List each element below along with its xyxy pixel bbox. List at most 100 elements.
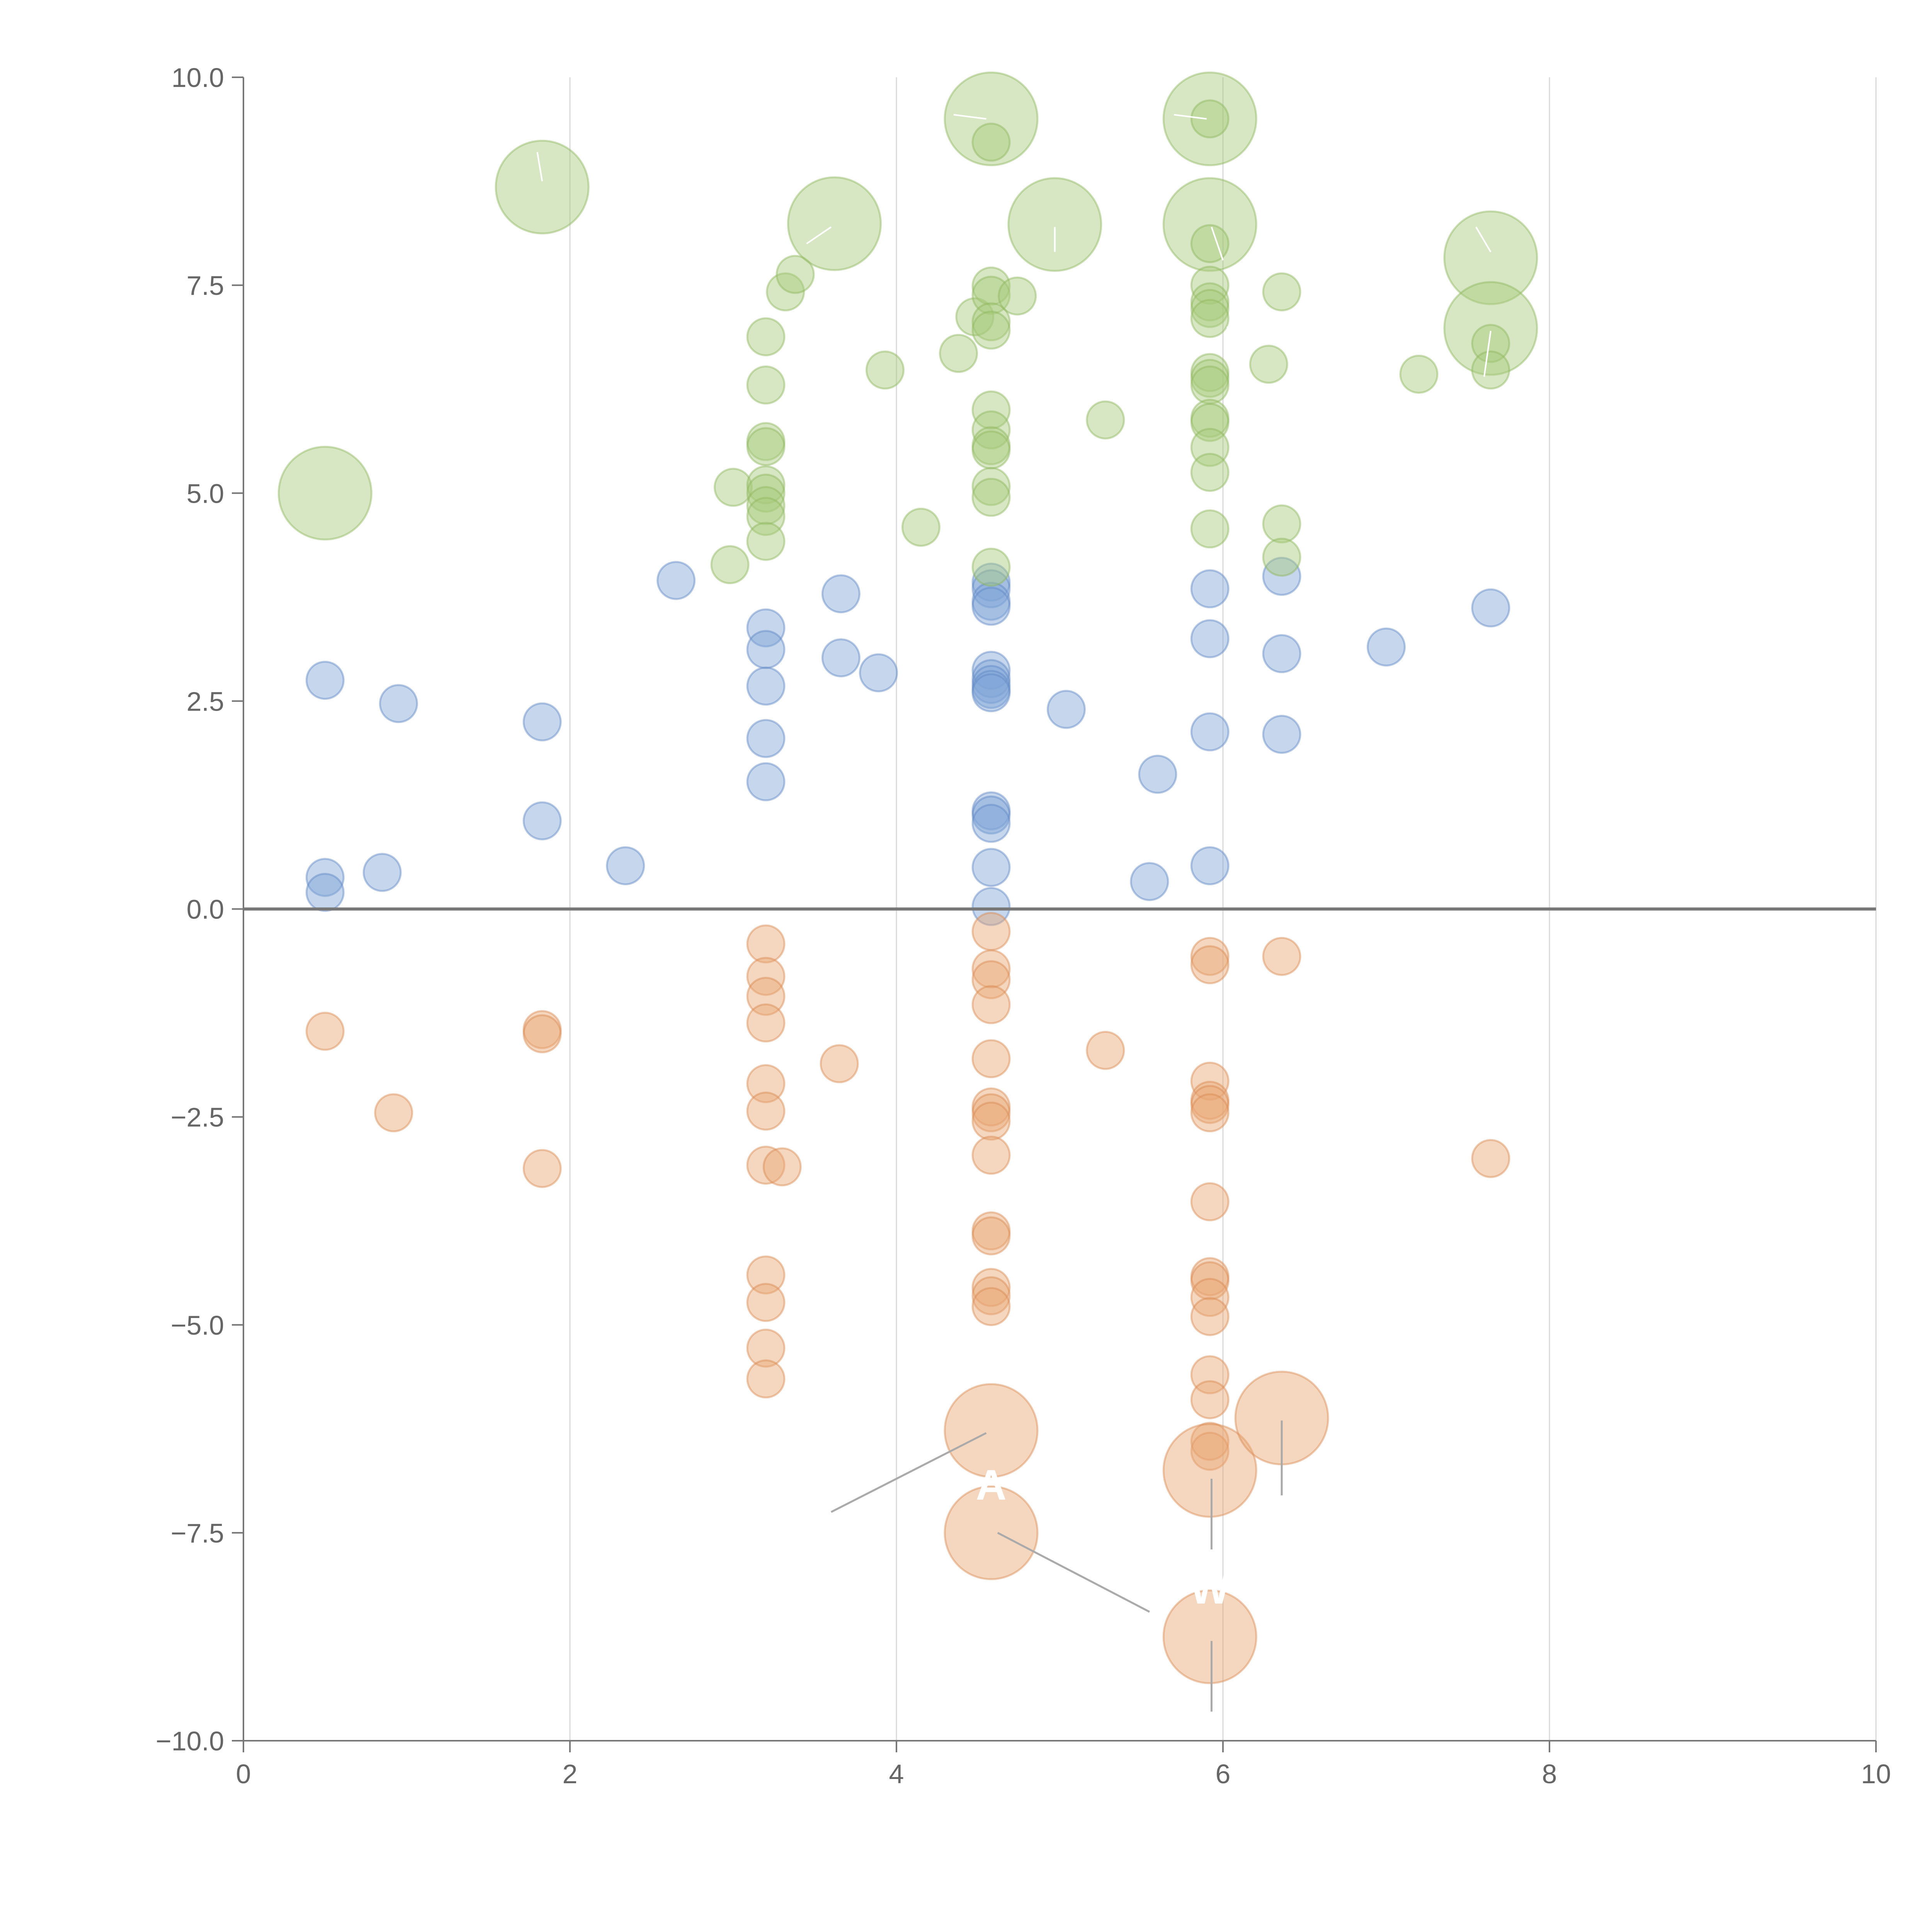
data-point-green (1443, 210, 1538, 305)
data-point-blue (362, 853, 402, 892)
y-tick-label: −2.5 (171, 1102, 224, 1133)
y-tick-label: 0.0 (187, 895, 224, 925)
data-point-orange (1162, 1589, 1257, 1684)
data-point-orange (971, 1287, 1011, 1326)
data-point-blue (971, 665, 1011, 704)
data-point-blue (746, 608, 786, 648)
data-point-orange (1190, 1061, 1230, 1101)
data-point-orange (1190, 1261, 1230, 1301)
data-point-orange (1190, 1380, 1230, 1419)
data-point-green (1471, 324, 1510, 363)
data-point-orange (1190, 1278, 1230, 1317)
data-point-green (971, 426, 1011, 466)
data-point-blue (971, 848, 1011, 887)
data-point-blue (971, 673, 1011, 713)
data-point-green (1190, 224, 1230, 263)
data-point-orange (1190, 1432, 1230, 1471)
data-point-orange (746, 957, 786, 996)
data-point-blue (821, 574, 861, 614)
annotation-leader-line (1173, 114, 1207, 120)
data-point-orange (522, 1014, 562, 1053)
data-point-green (944, 71, 1039, 167)
data-point-blue (971, 563, 1011, 602)
data-point-green (971, 122, 1011, 162)
data-point-blue (971, 670, 1011, 709)
data-point-green (971, 430, 1011, 469)
data-point-blue (821, 638, 861, 677)
data-point-blue (1130, 862, 1169, 901)
data-point-green (971, 390, 1011, 430)
data-point-blue (1190, 846, 1230, 886)
data-point-green (710, 545, 750, 584)
data-point-green (1399, 354, 1439, 394)
data-point-green (746, 486, 786, 526)
data-point-green (1190, 509, 1230, 549)
data-point-green (1190, 403, 1230, 442)
annotation-leader-line (536, 152, 543, 182)
data-point-orange (746, 977, 786, 1016)
data-point-green (787, 176, 882, 271)
data-point-orange (1086, 1031, 1125, 1070)
annotation-leader-line (806, 226, 832, 245)
data-point-green (746, 317, 786, 357)
data-point-orange (522, 1149, 562, 1188)
data-point-blue (379, 684, 418, 723)
annotation-leader-line (830, 1432, 987, 1513)
data-point-blue (746, 630, 786, 669)
data-point-blue (971, 582, 1011, 621)
data-point-green (746, 522, 786, 561)
data-point-green (495, 139, 590, 235)
data-point-green (1190, 289, 1230, 328)
data-point-blue (1046, 690, 1086, 729)
data-point-blue (1138, 755, 1177, 794)
data-point-orange (1190, 1182, 1230, 1221)
data-point-orange (971, 949, 1011, 988)
data-point-orange (1190, 1355, 1230, 1395)
data-point-orange (1190, 1081, 1230, 1120)
data-point-orange (1190, 1422, 1230, 1461)
y-tick-label: 2.5 (187, 686, 224, 716)
data-point-green (971, 548, 1011, 587)
data-point-green (746, 473, 786, 513)
data-point-green (1190, 299, 1230, 338)
annotation-layer: A W D (976, 318, 1255, 1613)
data-point-green (1190, 452, 1230, 492)
annotation-label: D (1224, 318, 1255, 365)
data-point-blue (305, 661, 345, 700)
data-point-blue (859, 653, 898, 692)
data-point-orange (1262, 937, 1301, 976)
data-point-blue (746, 719, 786, 758)
y-tick-label: 10.0 (172, 63, 224, 93)
data-point-orange (746, 1283, 786, 1322)
data-point-green (971, 266, 1011, 306)
data-point-orange (1471, 1139, 1510, 1178)
data-point-blue (1262, 714, 1301, 754)
data-point-orange (1162, 1423, 1257, 1518)
leader-layer (536, 114, 1492, 1712)
data-point-blue (656, 561, 696, 600)
data-point-orange (971, 912, 1011, 951)
data-point-orange (971, 1276, 1011, 1315)
data-point-green (1190, 359, 1230, 398)
data-point-blue (305, 872, 345, 912)
data-point-orange (1190, 937, 1230, 976)
data-point-orange (1190, 1085, 1230, 1124)
data-point-orange (746, 1145, 786, 1185)
data-point-orange (1190, 1297, 1230, 1336)
y-tick-label: −7.5 (171, 1518, 224, 1548)
data-point-blue (971, 569, 1011, 609)
annotation-leader-line (953, 114, 986, 120)
data-point-green (746, 422, 786, 461)
y-tick-label: 7.5 (187, 270, 224, 301)
data-point-orange (971, 1211, 1011, 1251)
data-point-orange (971, 1087, 1011, 1127)
annotation-leader-line (997, 1532, 1150, 1613)
data-point-blue (1190, 569, 1230, 609)
data-point-blue (746, 762, 786, 801)
x-tick-label: 2 (563, 1759, 578, 1789)
data-point-green (714, 468, 753, 507)
data-point-green (971, 276, 1011, 315)
data-point-orange (971, 1268, 1011, 1307)
data-point-orange (746, 1255, 786, 1295)
data-point-green (1190, 282, 1230, 321)
